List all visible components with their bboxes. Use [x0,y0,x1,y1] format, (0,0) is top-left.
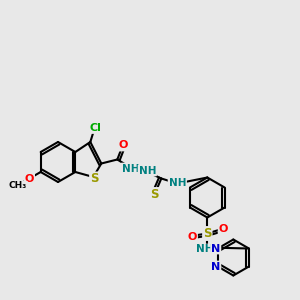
Text: NH: NH [122,164,139,173]
Text: N: N [211,262,220,272]
Text: NH: NH [196,244,213,254]
Text: N: N [211,244,220,254]
Text: O: O [25,173,34,184]
Text: S: S [90,172,99,185]
Text: O: O [188,232,197,242]
Text: CH₃: CH₃ [9,182,27,190]
Text: NH: NH [139,166,156,176]
Text: S: S [203,227,212,240]
Text: NH: NH [169,178,186,188]
Text: S: S [150,188,159,201]
Text: Cl: Cl [89,123,101,133]
Text: O: O [118,140,128,151]
Text: O: O [219,224,228,233]
